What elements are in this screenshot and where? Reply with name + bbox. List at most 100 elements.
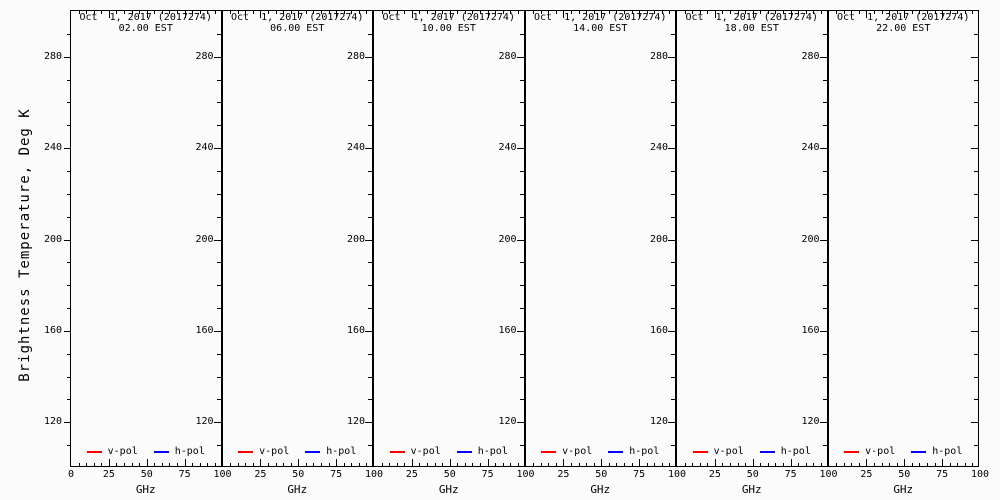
x-major-tick — [639, 459, 641, 466]
x-minor-tick — [881, 11, 883, 14]
x-major-tick — [146, 11, 148, 18]
y-tick-label: 280 — [195, 50, 214, 62]
x-major-tick — [336, 459, 338, 466]
x-minor-tick — [267, 11, 269, 14]
x-minor-tick — [654, 11, 656, 14]
legend-line-h-pol — [759, 450, 775, 453]
legend-line-v-pol — [86, 450, 102, 453]
y-minor-tick — [673, 33, 677, 35]
y-minor-tick — [974, 445, 978, 447]
x-minor-tick — [275, 11, 277, 14]
legend-line-v-pol — [692, 450, 708, 453]
y-tick-label: 160 — [498, 324, 517, 336]
y-major-tick — [670, 330, 677, 332]
y-major-tick — [367, 330, 374, 332]
x-minor-tick — [464, 11, 466, 14]
x-minor-tick — [798, 463, 800, 466]
x-minor-tick — [623, 463, 625, 466]
x-minor-tick — [533, 11, 535, 14]
y-minor-tick — [824, 308, 829, 310]
y-major-tick — [971, 148, 978, 150]
x-minor-tick — [116, 463, 118, 466]
x-minor-tick — [737, 463, 739, 466]
y-minor-tick — [67, 445, 71, 447]
x-tick-label: 25 — [557, 469, 570, 480]
x-minor-tick — [949, 463, 951, 466]
x-minor-tick — [510, 11, 512, 14]
x-minor-tick — [608, 463, 610, 466]
x-minor-tick — [101, 463, 103, 466]
y-tick-label: 120 — [195, 416, 214, 428]
x-minor-tick — [328, 11, 330, 14]
y-minor-tick — [67, 170, 71, 172]
legend-label: h-pol — [780, 446, 811, 457]
x-minor-tick — [472, 463, 474, 466]
x-minor-tick — [366, 11, 368, 14]
x-minor-tick — [957, 463, 959, 466]
x-minor-tick — [116, 11, 118, 14]
x-minor-tick — [798, 11, 800, 14]
legend-item-v-pol: v-pol — [844, 446, 895, 457]
x-minor-tick — [775, 11, 777, 14]
y-minor-tick — [521, 353, 526, 355]
x-minor-tick — [813, 463, 815, 466]
x-axis-title: GHz — [438, 483, 459, 496]
legend-item-v-pol: v-pol — [692, 446, 744, 457]
y-minor-tick — [974, 285, 978, 287]
legend-label: h-pol — [477, 446, 508, 457]
y-minor-tick — [673, 445, 677, 447]
x-minor-tick — [684, 463, 686, 466]
x-minor-tick — [692, 11, 694, 14]
legend-item-h-pol: h-pol — [608, 446, 659, 457]
x-minor-tick — [699, 463, 701, 466]
y-minor-tick — [67, 216, 71, 218]
y-minor-tick — [824, 125, 829, 127]
x-minor-tick — [851, 11, 853, 14]
x-major-tick — [108, 459, 110, 466]
x-minor-tick — [290, 463, 292, 466]
y-major-tick — [670, 422, 677, 424]
x-minor-tick — [730, 11, 732, 14]
y-minor-tick — [521, 170, 526, 172]
legend-line-h-pol — [608, 450, 624, 453]
x-minor-tick — [351, 463, 353, 466]
x-major-tick — [449, 11, 451, 18]
y-minor-tick — [67, 262, 71, 264]
x-minor-tick — [555, 11, 557, 14]
y-minor-tick — [370, 262, 374, 264]
x-tick-label: 75 — [178, 469, 191, 480]
y-major-tick — [367, 148, 374, 150]
legend-line-v-pol — [238, 450, 254, 453]
y-minor-tick — [824, 445, 829, 447]
x-minor-tick — [343, 11, 345, 14]
legend-item-v-pol: v-pol — [86, 446, 138, 457]
x-axis-title: GHz — [135, 483, 156, 496]
x-minor-tick — [836, 463, 838, 466]
x-minor-tick — [623, 11, 625, 14]
y-tick-label: 280 — [498, 50, 517, 62]
x-minor-tick — [926, 11, 928, 14]
y-minor-tick — [370, 399, 374, 401]
y-minor-tick — [824, 33, 829, 35]
x-minor-tick — [964, 11, 966, 14]
x-minor-tick — [964, 463, 966, 466]
y-minor-tick — [673, 308, 677, 310]
x-major-tick — [866, 459, 868, 466]
x-tick-label: 50 — [140, 469, 153, 480]
y-minor-tick — [521, 445, 526, 447]
y-minor-tick — [218, 193, 223, 195]
panel-title-time: 18.00 EST — [724, 23, 779, 34]
x-major-tick — [714, 11, 716, 18]
x-major-tick — [601, 459, 603, 466]
panel-title-date: Oct 1, 2017 (2017274) — [79, 12, 212, 23]
y-tick-label: 240 — [346, 142, 365, 154]
x-minor-tick — [767, 11, 769, 14]
x-minor-tick — [593, 11, 595, 14]
x-minor-tick — [396, 11, 398, 14]
y-minor-tick — [218, 262, 223, 264]
legend: v-pol h-pol — [374, 446, 524, 457]
y-minor-tick — [974, 170, 978, 172]
x-minor-tick — [570, 463, 572, 466]
y-minor-tick — [521, 125, 526, 127]
x-tick-label: 50 — [443, 469, 456, 480]
